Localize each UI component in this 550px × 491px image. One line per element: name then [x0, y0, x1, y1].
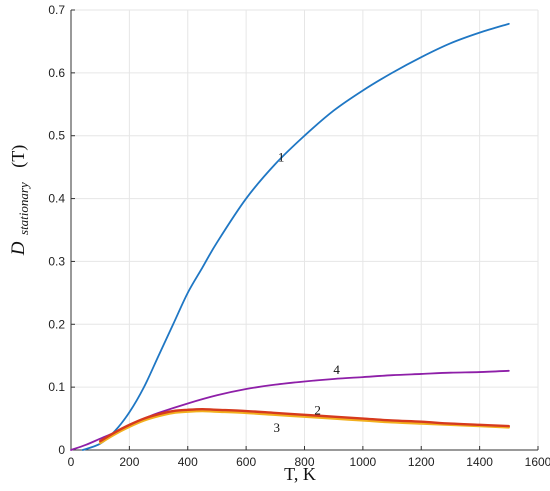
curve-label-1: 1 [278, 150, 285, 165]
x-tick-label: 1600 [525, 455, 550, 469]
y-tick-label: 0.4 [48, 192, 65, 206]
tick-labels: 0 200 400 600 800 1000 1200 1400 1600 0 0.1 0.2 0.3 0… [48, 3, 550, 469]
y-axis-label: D stationary (T) [8, 145, 32, 256]
series-line-1 [81, 22, 510, 451]
x-tick-label: 600 [236, 455, 256, 469]
series-line-3 [98, 409, 511, 445]
axes [70, 9, 539, 451]
y-tick-label: 0.1 [48, 380, 65, 394]
x-tick-label: 800 [294, 455, 314, 469]
y-axis-label-main: D [8, 241, 29, 256]
y-tick-label: 0.2 [48, 317, 65, 331]
curve-label-3: 3 [274, 420, 281, 435]
curve-label-4: 4 [333, 362, 340, 377]
grid [70, 9, 539, 451]
y-tick-label: 0 [58, 443, 65, 457]
curve-label-2: 2 [314, 402, 321, 417]
y-tick-label: 0.5 [48, 129, 65, 143]
x-axis-label: T, K [284, 464, 316, 484]
x-tick-label: 1400 [466, 455, 493, 469]
series-line-4 [70, 369, 510, 451]
series-layer [70, 22, 511, 451]
y-tick-label: 0.3 [48, 254, 65, 268]
y-tick-label: 0.7 [48, 3, 65, 17]
y-tick-label: 0.6 [48, 66, 65, 80]
y-axis-label-suffix: (T) [8, 145, 29, 168]
y-axis-label-subscript: stationary [16, 182, 31, 235]
x-tick-label: 400 [178, 455, 198, 469]
x-tick-label: 1200 [408, 455, 435, 469]
series-line-2 [98, 407, 511, 443]
x-tick-label: 1000 [350, 455, 377, 469]
x-tick-label: 0 [68, 455, 75, 469]
curve-labels: 1 4 2 3 [274, 150, 341, 435]
x-tick-label: 200 [119, 455, 139, 469]
